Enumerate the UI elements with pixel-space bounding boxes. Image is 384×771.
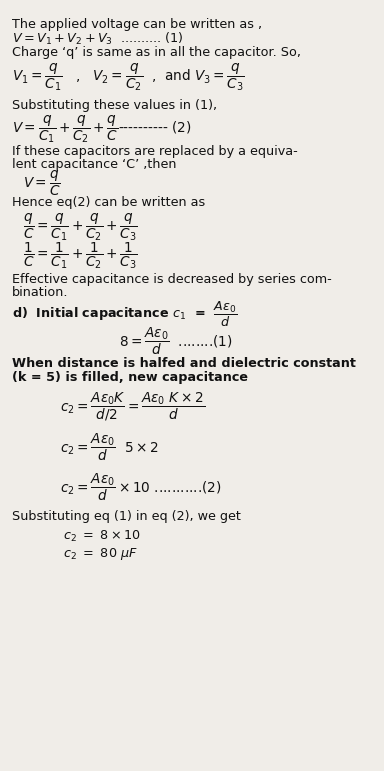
- Text: Hence eq(2) can be written as: Hence eq(2) can be written as: [12, 197, 205, 209]
- Text: $V = \dfrac{q}{C_1} + \dfrac{q}{C_2} + \dfrac{q}{C}$---------- (2): $V = \dfrac{q}{C_1} + \dfrac{q}{C_2} + \…: [12, 113, 191, 146]
- Text: $c_2\ =\ 8 \times 10$: $c_2\ =\ 8 \times 10$: [63, 529, 141, 544]
- Text: Charge ‘q’ is same as in all the capacitor. So,: Charge ‘q’ is same as in all the capacit…: [12, 46, 301, 59]
- Text: Substituting eq (1) in eq (2), we get: Substituting eq (1) in eq (2), we get: [12, 510, 240, 523]
- Text: (k = 5) is filled, new capacitance: (k = 5) is filled, new capacitance: [12, 371, 248, 383]
- Text: $c_2 = \dfrac{A\varepsilon_0 K}{d/2} = \dfrac{A\varepsilon_0\ K \times 2}{d}$: $c_2 = \dfrac{A\varepsilon_0 K}{d/2} = \…: [60, 391, 205, 423]
- Text: Substituting these values in (1),: Substituting these values in (1),: [12, 99, 217, 112]
- Text: If these capacitors are replaced by a equiva-: If these capacitors are replaced by a eq…: [12, 146, 297, 158]
- Text: $V= \dfrac{q}{C}$: $V= \dfrac{q}{C}$: [23, 169, 61, 198]
- Text: When distance is halfed and dielectric constant: When distance is halfed and dielectric c…: [12, 358, 356, 370]
- Text: $V_1 = \dfrac{q}{C_1}$   ,   $V_2 = \dfrac{q}{C_2}$  ,  and $V_3 = \dfrac{q}{C_3: $V_1 = \dfrac{q}{C_1}$ , $V_2 = \dfrac{q…: [12, 61, 244, 93]
- Text: lent capacitance ‘C’ ,then: lent capacitance ‘C’ ,then: [12, 159, 176, 171]
- Text: $c_2\ =\ 80\ \mu F$: $c_2\ =\ 80\ \mu F$: [63, 546, 138, 561]
- Text: $c_2 = \dfrac{A\varepsilon_0}{d} \times 10$ ...........(2): $c_2 = \dfrac{A\varepsilon_0}{d} \times …: [60, 471, 221, 503]
- Text: $V = V_1 + V_2 + V_3$  .......... (1): $V = V_1 + V_2 + V_3$ .......... (1): [12, 31, 183, 46]
- Text: $\dfrac{q}{C} = \dfrac{q}{C_1} + \dfrac{q}{C_2} + \dfrac{q}{C_3}$: $\dfrac{q}{C} = \dfrac{q}{C_1} + \dfrac{…: [23, 210, 138, 243]
- Text: Effective capacitance is decreased by series com-: Effective capacitance is decreased by se…: [12, 273, 331, 285]
- Text: bination.: bination.: [12, 286, 68, 298]
- Text: $c_2 = \dfrac{A\varepsilon_0}{d}\ \ 5 \times 2$: $c_2 = \dfrac{A\varepsilon_0}{d}\ \ 5 \t…: [60, 431, 159, 463]
- Text: The applied voltage can be written as ,: The applied voltage can be written as ,: [12, 19, 262, 31]
- Text: $8 = \dfrac{A\varepsilon_0}{d}$  ........(1): $8 = \dfrac{A\varepsilon_0}{d}$ ........…: [119, 325, 233, 357]
- Text: $\dfrac{1}{C} = \dfrac{1}{C_1} + \dfrac{1}{C_2} + \dfrac{1}{C_3}$: $\dfrac{1}{C} = \dfrac{1}{C_1} + \dfrac{…: [23, 241, 138, 271]
- Text: d)  Initial capacitance $c_1$  =  $\dfrac{A\varepsilon_0}{d}$: d) Initial capacitance $c_1$ = $\dfrac{A…: [12, 300, 237, 329]
